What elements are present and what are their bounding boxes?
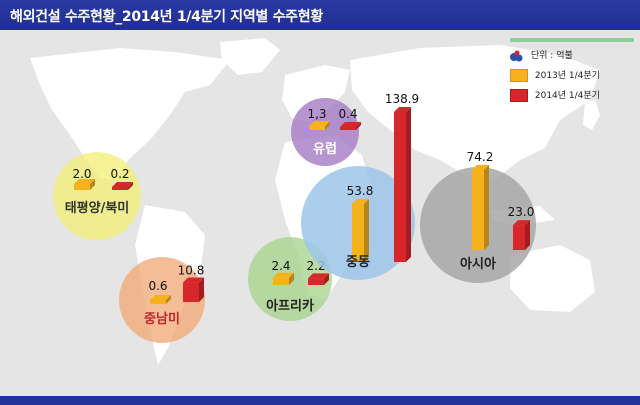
legend-label-2014: 2014년 1/4분기 xyxy=(534,91,600,101)
bar-2014-side xyxy=(128,182,133,190)
bar-2014 xyxy=(112,182,133,190)
bar-2014-side xyxy=(356,122,361,130)
bar-2014 xyxy=(340,122,361,130)
bar-2013-side xyxy=(166,295,171,304)
bar-2013-front xyxy=(273,277,289,285)
bar-2013-front xyxy=(352,203,364,262)
legend: 단위 : 억불 2013년 1/4분기 2014년 1/4분기 xyxy=(510,38,634,106)
bar-2014-side xyxy=(199,277,204,302)
continent-australia xyxy=(510,245,595,312)
bar-2013-top xyxy=(352,198,369,204)
bar-2013-side xyxy=(289,272,294,285)
bar-2013 xyxy=(150,295,171,304)
chart-title: 해외건설 수주현황_2014년 1/4분기 지역별 수주현황 xyxy=(10,9,323,25)
bar-2013-top xyxy=(273,272,294,278)
data-label-2013: 53.8 xyxy=(347,184,374,198)
bar-2014-top xyxy=(183,277,204,283)
data-label-2014: 10.8 xyxy=(178,264,205,278)
legend-swatch-2013 xyxy=(510,69,528,82)
data-label-2014: 0.4 xyxy=(338,107,357,121)
data-label-2013: 1,3 xyxy=(307,107,326,121)
bar-2014 xyxy=(394,106,411,262)
bar-2014-front xyxy=(340,127,356,130)
data-label-2014: 23.0 xyxy=(508,205,535,219)
bar-2014 xyxy=(308,273,329,285)
region-label: 유럽 xyxy=(313,142,337,157)
region-label: 중남미 xyxy=(144,311,180,327)
data-label-2013: 74.2 xyxy=(467,150,494,164)
bar-2014-top xyxy=(340,122,361,127)
bar-2013-front xyxy=(74,184,90,190)
legend-bar xyxy=(510,38,634,42)
bar-2013-front xyxy=(309,126,325,130)
bar-2014-top xyxy=(394,106,411,112)
bar-2013 xyxy=(74,179,95,190)
region-label: 태평양/북미 xyxy=(65,200,130,216)
bar-2014-front xyxy=(513,225,525,250)
region-0: 2.0 0.2 태평양/북미 xyxy=(53,152,141,240)
bar-2014-top xyxy=(308,273,329,279)
bar-2014-top xyxy=(112,182,133,187)
bar-2013-side xyxy=(90,179,95,190)
bar-2014-front xyxy=(112,187,128,190)
data-label-2014: 138.9 xyxy=(385,92,419,106)
region-bubbles: 2.0 0.2 태평양/북미 0.6 10.8 중남미 1,3 0.4 유럽 2.4 2.2아프리카… xyxy=(53,92,536,343)
bar-2013-side xyxy=(484,164,489,250)
data-label-2013: 0.6 xyxy=(148,279,167,293)
bar-2013-side xyxy=(364,198,369,262)
bar-2013 xyxy=(273,272,294,285)
bar-2014-side xyxy=(406,106,411,262)
continent-europe xyxy=(282,65,350,122)
bar-2013-top xyxy=(150,295,171,300)
data-label-2013: 2.4 xyxy=(271,259,290,273)
region-2: 1,3 0.4 유럽 xyxy=(291,98,361,166)
bar-2014 xyxy=(183,277,204,302)
region-label: 중동 xyxy=(346,255,370,270)
bar-2013-front xyxy=(472,169,484,250)
bar-2014-side xyxy=(525,220,530,250)
region-label: 아프리카 xyxy=(266,298,314,314)
legend-label-2013: 2013년 1/4분기 xyxy=(534,71,600,81)
bar-2014-front xyxy=(183,282,199,302)
legend-swatch-2014 xyxy=(510,89,528,102)
title-bar: 해외건설 수주현황_2014년 1/4분기 지역별 수주현황 xyxy=(0,0,640,30)
region-5: 74.2 23.0 아시아 xyxy=(420,150,536,283)
bar-2013 xyxy=(472,164,489,250)
continent-north-america xyxy=(30,48,230,180)
region-1: 0.6 10.8 중남미 xyxy=(119,257,205,343)
region-bubble xyxy=(291,98,359,166)
continent-greenland xyxy=(220,38,280,75)
bar-2014 xyxy=(513,220,530,250)
bar-2014-side xyxy=(324,273,329,285)
bar-2014-front xyxy=(308,278,324,285)
legend-item-2014: 2014년 1/4분기 xyxy=(510,88,600,102)
bar-2013-top xyxy=(309,121,330,127)
region-4: 53.8 138.9 중동 xyxy=(301,92,419,280)
data-label-2013: 2.0 xyxy=(72,167,91,181)
bar-2013-side xyxy=(325,121,330,130)
region-bubble xyxy=(53,152,141,240)
island-japan xyxy=(583,100,600,130)
bar-2013 xyxy=(309,121,330,130)
legend-item-2013: 2013년 1/4분기 xyxy=(510,68,600,82)
legend-unit-label: 단위 : 억불 xyxy=(530,51,573,61)
bar-2014-top xyxy=(513,220,530,226)
region-label: 아시아 xyxy=(460,256,496,272)
continent-asia xyxy=(350,45,600,180)
world-map-chart: 2.0 0.2 태평양/북미 0.6 10.8 중남미 1,3 0.4 유럽 2.4 2.2아프리카… xyxy=(30,38,600,365)
bar-2013-front xyxy=(150,300,166,304)
footer-bar xyxy=(0,396,640,405)
bar-2013-top xyxy=(74,179,95,184)
legend-unit: 단위 : 억불 xyxy=(510,48,573,62)
bar-2014-front xyxy=(394,111,406,262)
bar-2013-top xyxy=(472,164,489,170)
money-bag-icon xyxy=(510,50,524,62)
data-label-2014: 0.2 xyxy=(110,167,129,181)
bar-2013 xyxy=(352,198,369,262)
